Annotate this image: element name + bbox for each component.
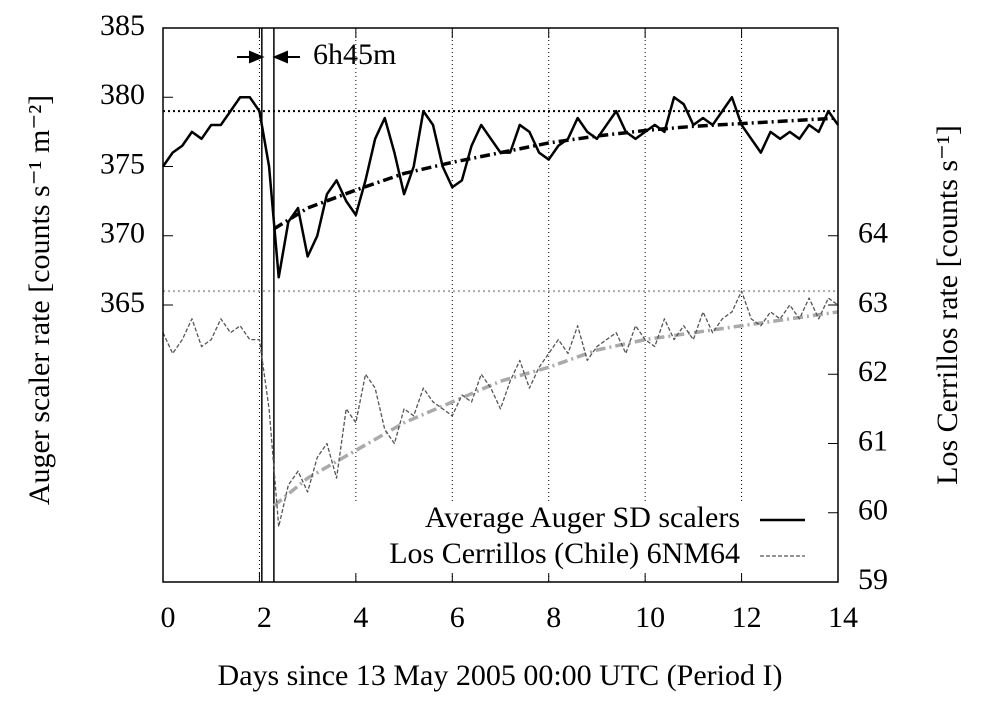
fit-line	[272, 116, 839, 231]
x-axis-label: Days since 13 May 2005 00:00 UTC (Period…	[218, 659, 783, 692]
y-tick-label: 380	[100, 78, 145, 111]
series-line	[162, 290, 839, 528]
legend-bg	[300, 539, 820, 573]
annotation-arrows	[237, 50, 300, 64]
x-tick-label: 10	[635, 601, 665, 634]
y-axis-label: Auger scaler rate [counts s⁻¹ m⁻²]	[23, 95, 56, 505]
x-tick-label: 12	[732, 601, 762, 634]
plot-frame	[162, 27, 839, 583]
y-tick-label: 375	[100, 147, 145, 180]
x-tick-label: 4	[353, 601, 368, 634]
y2-tick-label: 60	[858, 494, 888, 527]
x-tick-label: 6	[450, 601, 465, 634]
x-tick-label: 8	[546, 601, 561, 634]
y2-tick-label: 64	[858, 217, 888, 250]
legend-bg	[300, 503, 820, 537]
y2-tick-label: 61	[858, 424, 888, 457]
x-tick-label: 0	[161, 601, 176, 634]
x-tick-label: 2	[257, 601, 272, 634]
y2-tick-label: 62	[858, 355, 888, 388]
y2-axis-label: Los Cerrillos rate [counts s⁻¹]	[931, 125, 964, 485]
y2-tick-label: 59	[858, 563, 888, 596]
series-line	[161, 96, 840, 279]
y-tick-label: 370	[100, 217, 145, 250]
fit-line	[272, 310, 839, 508]
y-tick-label: 365	[100, 286, 145, 319]
x-tick-label: 14	[828, 601, 858, 634]
annotation: 6h45m	[313, 38, 396, 71]
y-tick-label: 385	[100, 9, 145, 42]
legend-label: Average Auger SD scalers	[425, 501, 740, 534]
y2-tick-label: 63	[858, 286, 888, 319]
legend-label: Los Cerrillos (Chile) 6NM64	[389, 537, 740, 570]
